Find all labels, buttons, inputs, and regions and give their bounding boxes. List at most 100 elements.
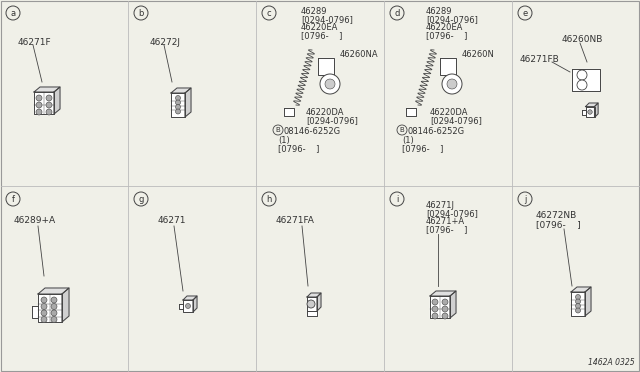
Text: 46271F: 46271F — [18, 38, 52, 47]
Circle shape — [6, 6, 20, 20]
Circle shape — [134, 192, 148, 206]
Text: 46272J: 46272J — [150, 38, 181, 47]
Text: h: h — [266, 195, 272, 203]
Text: [0796-    ]: [0796- ] — [426, 31, 467, 40]
Text: [0294-0796]: [0294-0796] — [306, 116, 358, 125]
Circle shape — [51, 317, 57, 323]
Text: d: d — [394, 9, 400, 17]
Circle shape — [307, 300, 315, 308]
Circle shape — [390, 6, 404, 20]
Circle shape — [518, 6, 532, 20]
Text: 46289: 46289 — [426, 7, 452, 16]
Text: 46260N: 46260N — [462, 50, 495, 59]
Polygon shape — [595, 103, 598, 118]
Text: i: i — [396, 195, 398, 203]
Text: e: e — [522, 9, 527, 17]
Polygon shape — [307, 311, 317, 316]
Circle shape — [575, 299, 580, 304]
Text: j: j — [524, 195, 526, 203]
Circle shape — [51, 304, 57, 310]
Text: B: B — [276, 127, 280, 133]
Circle shape — [46, 95, 52, 101]
Text: (1): (1) — [278, 136, 290, 145]
Text: [0294-0796]: [0294-0796] — [430, 116, 482, 125]
Circle shape — [390, 192, 404, 206]
Circle shape — [51, 297, 57, 303]
Text: [0294-0796]: [0294-0796] — [426, 15, 478, 24]
Circle shape — [46, 102, 52, 108]
Circle shape — [175, 105, 180, 109]
Circle shape — [432, 299, 438, 305]
Text: [0796-    ]: [0796- ] — [536, 220, 580, 229]
Polygon shape — [318, 58, 334, 75]
Text: 46289+A: 46289+A — [14, 216, 56, 225]
Circle shape — [134, 6, 148, 20]
Text: b: b — [138, 9, 144, 17]
Polygon shape — [430, 296, 450, 318]
Text: 46271J: 46271J — [426, 201, 455, 210]
Text: [0294-0796]: [0294-0796] — [301, 15, 353, 24]
Circle shape — [432, 313, 438, 319]
Circle shape — [6, 192, 20, 206]
Circle shape — [36, 109, 42, 115]
Polygon shape — [406, 108, 416, 116]
Circle shape — [175, 100, 180, 105]
Polygon shape — [307, 293, 321, 297]
Text: [0796-    ]: [0796- ] — [402, 144, 444, 153]
Circle shape — [588, 110, 592, 114]
Text: g: g — [138, 195, 144, 203]
Text: 46220EA: 46220EA — [426, 23, 463, 32]
Circle shape — [175, 109, 180, 114]
Circle shape — [41, 304, 47, 310]
Text: 46271: 46271 — [158, 216, 186, 225]
Circle shape — [442, 74, 462, 94]
Circle shape — [46, 109, 52, 115]
Polygon shape — [571, 287, 591, 292]
Text: 46220DA: 46220DA — [430, 108, 468, 117]
Circle shape — [36, 95, 42, 101]
Text: 46271FB: 46271FB — [520, 55, 560, 64]
Circle shape — [41, 317, 47, 323]
Circle shape — [442, 299, 448, 305]
Circle shape — [51, 310, 57, 316]
Polygon shape — [32, 306, 38, 318]
Circle shape — [577, 70, 587, 80]
Text: a: a — [10, 9, 15, 17]
Text: 46272NB: 46272NB — [536, 211, 577, 220]
Polygon shape — [54, 87, 60, 114]
Circle shape — [575, 304, 580, 308]
Polygon shape — [193, 296, 197, 312]
Circle shape — [186, 304, 191, 308]
Text: 46260NB: 46260NB — [562, 35, 604, 44]
Polygon shape — [307, 297, 317, 311]
Text: 1462A 0325: 1462A 0325 — [588, 358, 635, 367]
Polygon shape — [171, 88, 191, 93]
Polygon shape — [586, 107, 595, 118]
Circle shape — [575, 308, 580, 313]
Polygon shape — [284, 108, 294, 116]
Circle shape — [518, 192, 532, 206]
Polygon shape — [34, 92, 54, 114]
Text: c: c — [267, 9, 271, 17]
Circle shape — [325, 79, 335, 89]
Polygon shape — [572, 69, 600, 91]
Circle shape — [575, 295, 580, 299]
Circle shape — [262, 192, 276, 206]
Circle shape — [41, 310, 47, 316]
Polygon shape — [179, 304, 183, 309]
Circle shape — [175, 96, 180, 100]
Circle shape — [262, 6, 276, 20]
Text: 46289: 46289 — [301, 7, 328, 16]
Text: 46220EA: 46220EA — [301, 23, 339, 32]
Text: 46220DA: 46220DA — [306, 108, 344, 117]
Text: 08146-6252G: 08146-6252G — [284, 127, 341, 136]
Text: 08146-6252G: 08146-6252G — [408, 127, 465, 136]
Text: f: f — [12, 195, 15, 203]
Circle shape — [320, 74, 340, 94]
Text: 46271FA: 46271FA — [276, 216, 315, 225]
Polygon shape — [571, 292, 585, 316]
Polygon shape — [183, 300, 193, 312]
Polygon shape — [183, 296, 197, 300]
Polygon shape — [450, 291, 456, 318]
Circle shape — [577, 80, 587, 90]
